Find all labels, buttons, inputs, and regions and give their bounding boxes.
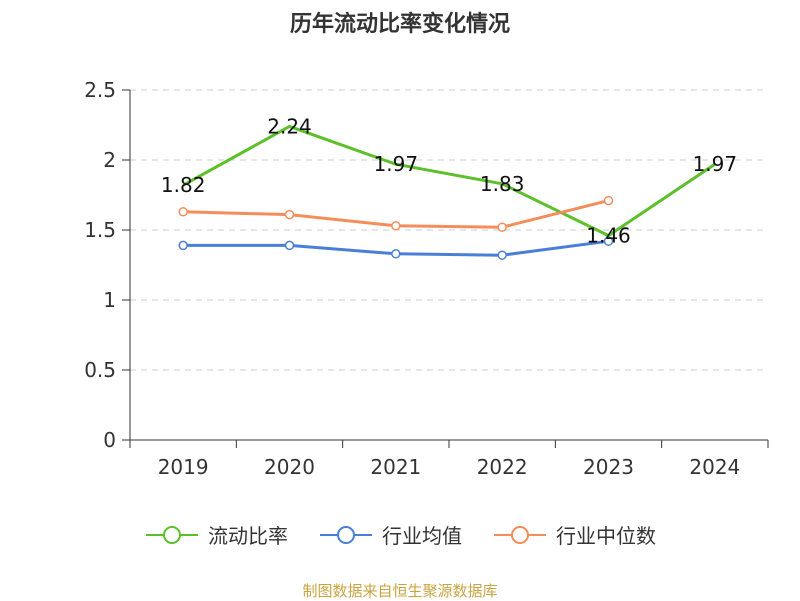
legend-label: 行业中位数 (556, 524, 656, 548)
y-tick-label: 1.5 (84, 218, 116, 242)
data-label: 1.83 (480, 172, 525, 196)
series-layer (178, 124, 716, 260)
legend-label: 行业均值 (382, 524, 462, 548)
y-tick-label: 0.5 (84, 358, 116, 382)
series-point-marker (391, 249, 401, 259)
y-tick-label: 2 (103, 148, 116, 172)
x-tick-label: 2022 (477, 455, 528, 479)
series-line-0 (182, 124, 716, 238)
series-point-marker (497, 250, 507, 260)
y-tick-label: 2.5 (84, 78, 116, 102)
grid-layer (130, 89, 768, 371)
series-point-marker (603, 236, 614, 246)
x-tick-label: 2024 (689, 455, 740, 479)
legend-item-industry-median[interactable]: 行业中位数 (492, 520, 656, 549)
label-layer: 1.82 2.24 1.97 1.83 1.46 1.97 (161, 114, 737, 247)
legend-line-icon (146, 525, 198, 544)
data-label: 1.97 (693, 152, 738, 176)
series-point-marker (284, 209, 295, 220)
data-label: 1.82 (161, 173, 206, 197)
x-tick-label: 2019 (158, 455, 209, 479)
data-label: 2.24 (267, 114, 312, 138)
y-tick-label: 1 (103, 288, 116, 312)
data-label: 1.97 (374, 152, 419, 176)
data-source-note: 制图数据来自恒生聚源数据库 (302, 582, 498, 600)
legend: 流动比率 行业均值 行业中位数 (0, 520, 800, 549)
legend-label: 流动比率 (208, 524, 288, 548)
axis-layer: 0 0.5 1 1.5 2 2.5 2019 2020 2021 2022 2023 2024 (84, 78, 769, 479)
series-point-marker (497, 222, 507, 232)
x-tick-label: 2023 (583, 455, 634, 479)
legend-item-current-ratio[interactable]: 流动比率 (144, 520, 288, 549)
series-point-marker (284, 240, 295, 251)
legend-line-icon (320, 525, 372, 544)
series-point-marker (178, 207, 188, 217)
series-point-marker (178, 240, 188, 251)
legend-item-industry-mean[interactable]: 行业均值 (318, 520, 462, 549)
legend-line-icon (494, 525, 546, 544)
series-point-marker (603, 195, 614, 206)
data-label: 1.46 (586, 224, 631, 248)
y-tick-label: 0 (103, 428, 116, 452)
chart-title: 历年流动比率变化情况 (289, 12, 510, 37)
series-point-marker (391, 221, 401, 231)
x-tick-label: 2021 (370, 455, 421, 479)
x-tick-label: 2020 (264, 455, 315, 479)
